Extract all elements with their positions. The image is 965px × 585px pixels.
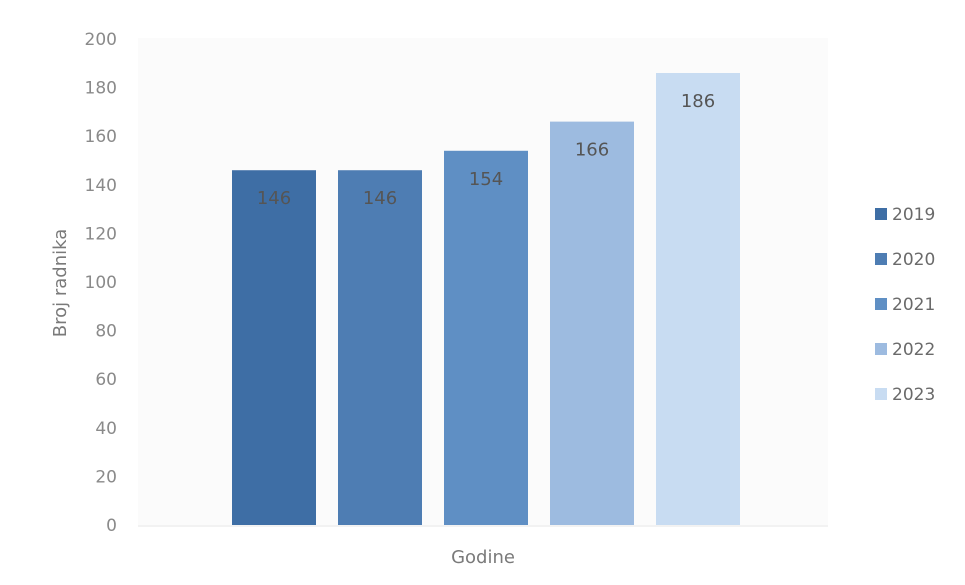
legend-swatch-2021 (875, 298, 887, 310)
legend-label-2021: 2021 (892, 295, 935, 315)
data-label-2023: 186 (681, 91, 715, 112)
data-label-2022: 166 (575, 140, 609, 161)
bar-2022 (550, 121, 634, 526)
bar-2021 (444, 150, 528, 525)
legend-swatch-2022 (875, 343, 887, 355)
y-tick-label: 200 (85, 30, 117, 50)
y-axis-ticks: 0 20 40 60 80 100 120 140 160 180 200 (85, 30, 117, 536)
data-label-2019: 146 (257, 188, 291, 209)
y-tick-label: 120 (85, 224, 117, 244)
y-tick-label: 180 (85, 79, 117, 99)
legend-swatch-2020 (875, 253, 887, 265)
y-tick-label: 20 (95, 467, 117, 487)
bar-2023 (656, 73, 740, 526)
legend-label-2023: 2023 (892, 385, 935, 405)
data-label-2020: 146 (363, 188, 397, 209)
y-tick-label: 100 (85, 273, 117, 293)
y-axis-title: Broj radnika (50, 229, 71, 338)
x-axis-title: Godine (451, 547, 515, 568)
bar-2019 (232, 170, 316, 525)
data-labels: 146 146 154 166 186 (257, 91, 715, 209)
y-tick-label: 0 (106, 516, 117, 536)
bars (232, 73, 740, 526)
data-label-2021: 154 (469, 169, 503, 190)
y-tick-label: 160 (85, 127, 117, 147)
y-tick-label: 60 (95, 370, 117, 390)
legend-swatch-2023 (875, 388, 887, 400)
bar-2020 (338, 170, 422, 525)
legend: 2019 2020 2021 2022 2023 (875, 205, 935, 405)
legend-label-2022: 2022 (892, 340, 935, 360)
y-tick-label: 140 (85, 176, 117, 196)
legend-label-2019: 2019 (892, 205, 935, 225)
y-tick-label: 80 (95, 322, 117, 342)
legend-label-2020: 2020 (892, 250, 935, 270)
y-tick-label: 40 (95, 419, 117, 439)
legend-swatch-2019 (875, 208, 887, 220)
